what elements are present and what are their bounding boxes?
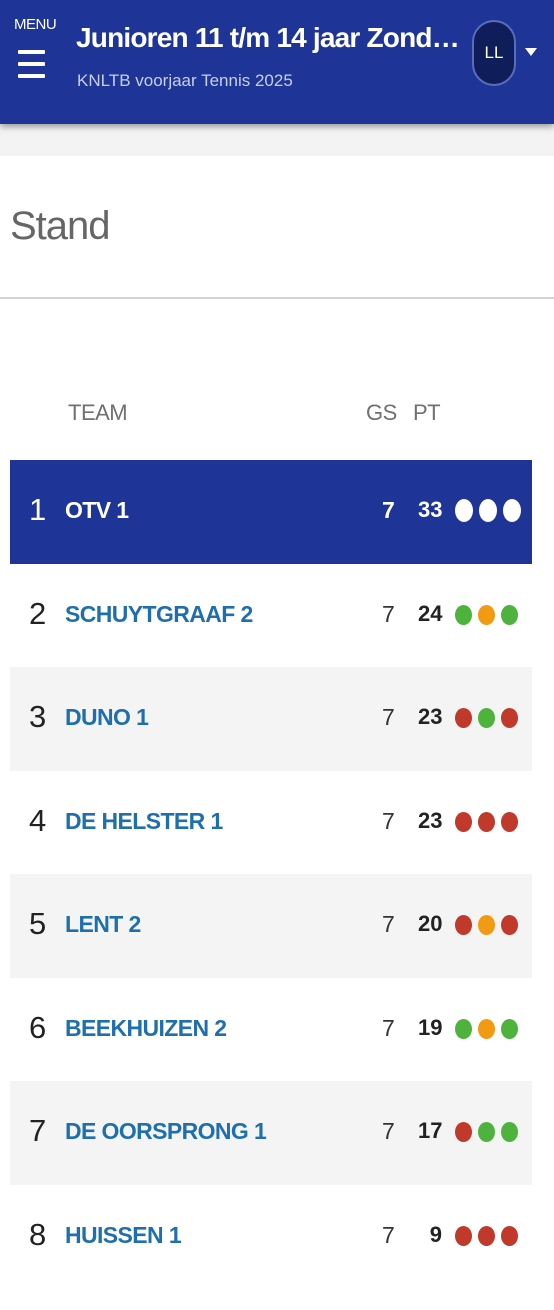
form-dot-icon bbox=[501, 1225, 518, 1246]
table-row[interactable]: 5 LENT 2 7 20 bbox=[10, 874, 532, 978]
divider bbox=[0, 297, 554, 299]
games-played: 7 bbox=[382, 1118, 395, 1144]
page-title: Junioren 11 t/m 14 jaar Zondag - 1... bbox=[76, 22, 466, 53]
points: 24 bbox=[418, 600, 443, 626]
table-row[interactable]: 6 BEEKHUIZEN 2 7 19 bbox=[10, 978, 532, 1082]
table-row[interactable]: 1 OTV 1 7 33 bbox=[10, 460, 532, 564]
form-dot-icon bbox=[501, 708, 518, 728]
table-row[interactable]: 8 HUISSEN 1 7 9 bbox=[10, 1185, 532, 1289]
hamburger-menu-icon[interactable] bbox=[18, 50, 45, 84]
form-indicators bbox=[455, 1018, 518, 1039]
team-link[interactable]: DE OORSPRONG 1 bbox=[65, 1118, 267, 1144]
table-row[interactable]: 2 SCHUYTGRAAF 2 7 24 bbox=[10, 564, 532, 668]
games-played: 7 bbox=[382, 497, 395, 523]
team-link[interactable]: OTV 1 bbox=[65, 497, 129, 523]
games-played: 7 bbox=[382, 1221, 395, 1248]
form-dot-icon bbox=[455, 708, 472, 728]
form-dot-icon bbox=[455, 915, 472, 935]
points: 19 bbox=[418, 1014, 443, 1040]
rank: 4 bbox=[29, 802, 47, 838]
form-dot-icon bbox=[455, 499, 473, 522]
form-dot-icon bbox=[455, 811, 472, 832]
user-avatar[interactable]: LL bbox=[472, 20, 516, 86]
column-header-pt: PT bbox=[413, 400, 441, 425]
form-dot-icon bbox=[501, 1018, 518, 1039]
chevron-down-icon[interactable] bbox=[525, 48, 537, 56]
points: 23 bbox=[418, 704, 443, 729]
form-dot-icon bbox=[503, 499, 521, 522]
games-played: 7 bbox=[382, 911, 395, 937]
section-title: Stand bbox=[10, 204, 111, 248]
form-dot-icon bbox=[478, 708, 495, 728]
rank: 6 bbox=[29, 1009, 47, 1045]
form-dot-icon bbox=[478, 1225, 495, 1246]
games-played: 7 bbox=[382, 807, 395, 834]
games-played: 7 bbox=[382, 600, 395, 627]
menu-label[interactable]: MENU bbox=[14, 16, 57, 33]
team-link[interactable]: HUISSEN 1 bbox=[65, 1221, 182, 1248]
form-indicators bbox=[455, 811, 518, 832]
rank: 3 bbox=[29, 699, 47, 734]
form-dot-icon bbox=[478, 1122, 495, 1142]
points: 17 bbox=[418, 1118, 443, 1143]
form-dot-icon bbox=[478, 915, 495, 935]
points: 9 bbox=[429, 1221, 442, 1247]
form-dot-icon bbox=[478, 1018, 495, 1039]
column-header-team: TEAM bbox=[68, 400, 128, 425]
team-link[interactable]: DUNO 1 bbox=[65, 704, 149, 730]
standings-table: 1 OTV 1 7 33 2 SCHUYTGRAAF 2 7 24 3 DUNO 1 7 23 4 DE … bbox=[10, 460, 532, 1288]
games-played: 7 bbox=[382, 704, 395, 730]
form-dot-icon bbox=[501, 1122, 518, 1142]
form-dot-icon bbox=[478, 604, 495, 625]
form-indicators bbox=[455, 708, 518, 728]
rank: 1 bbox=[29, 492, 47, 527]
rank: 7 bbox=[29, 1113, 47, 1148]
table-row[interactable]: 3 DUNO 1 7 23 bbox=[10, 667, 532, 771]
form-dot-icon bbox=[501, 811, 518, 832]
form-indicators bbox=[455, 604, 518, 625]
team-link[interactable]: BEEKHUIZEN 2 bbox=[65, 1014, 227, 1041]
table-row[interactable]: 4 DE HELSTER 1 7 23 bbox=[10, 771, 532, 875]
form-dot-icon bbox=[478, 811, 495, 832]
team-link[interactable]: DE HELSTER 1 bbox=[65, 807, 223, 834]
form-indicators bbox=[455, 1225, 518, 1246]
points: 33 bbox=[418, 497, 443, 522]
points: 20 bbox=[418, 911, 443, 936]
form-indicators bbox=[455, 1122, 518, 1142]
team-link[interactable]: SCHUYTGRAAF 2 bbox=[65, 600, 253, 627]
form-dot-icon bbox=[501, 604, 518, 625]
table-row[interactable]: 7 DE OORSPRONG 1 7 17 bbox=[10, 1081, 532, 1185]
points: 23 bbox=[418, 807, 443, 833]
header-spacer bbox=[0, 124, 554, 156]
page-subtitle: KNLTB voorjaar Tennis 2025 bbox=[77, 71, 293, 90]
form-dot-icon bbox=[455, 604, 472, 625]
form-dot-icon bbox=[455, 1122, 472, 1142]
form-dot-icon bbox=[455, 1018, 472, 1039]
form-dot-icon bbox=[479, 499, 497, 522]
form-indicators bbox=[455, 499, 521, 522]
column-header-gs: GS bbox=[366, 400, 397, 425]
rank: 8 bbox=[29, 1216, 47, 1252]
form-dot-icon bbox=[455, 1225, 472, 1246]
rank: 2 bbox=[29, 595, 47, 631]
form-dot-icon bbox=[501, 915, 518, 935]
form-indicators bbox=[455, 915, 518, 935]
games-played: 7 bbox=[382, 1014, 395, 1041]
app-header: MENU Junioren 11 t/m 14 jaar Zondag - 1.… bbox=[0, 0, 554, 124]
rank: 5 bbox=[29, 906, 47, 941]
team-link[interactable]: LENT 2 bbox=[65, 911, 141, 937]
